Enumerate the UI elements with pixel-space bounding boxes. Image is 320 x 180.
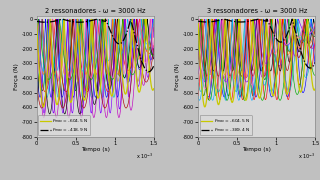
$F_{max}$ = -418.9 N — [84, 21, 88, 23]
$F_{max}$ = -604.5 N — [304, 44, 308, 46]
$F_{max}$ = -604.5 N — [84, 94, 88, 96]
$F_{max}$ = -418.9 N — [152, 65, 156, 67]
$F_{max}$ = -604.5 N — [310, 77, 314, 79]
$F_{max}$ = -604.5 N — [246, 86, 250, 88]
X-axis label: Tempo (s): Tempo (s) — [242, 147, 271, 152]
Title: 2 ressonadores - ω = 3000 Hz: 2 ressonadores - ω = 3000 Hz — [45, 8, 146, 14]
Legend: $F_{max}$ = -604.5 N, $F_{max}$ = -418.9 N: $F_{max}$ = -604.5 N, $F_{max}$ = -418.9… — [38, 115, 90, 136]
$F_{max}$ = -604.5 N — [91, 39, 94, 41]
$F_{max}$ = -389.4 N — [304, 63, 308, 65]
$F_{max}$ = -604.5 N — [142, 44, 146, 46]
$F_{max}$ = -604.5 N — [120, 68, 124, 70]
$F_{max}$ = -604.5 N — [223, 18, 227, 20]
$F_{max}$ = -418.9 N — [120, 41, 124, 44]
$F_{max}$ = -418.9 N — [85, 21, 89, 23]
$F_{max}$ = -418.9 N — [148, 70, 152, 72]
Y-axis label: Força (N): Força (N) — [175, 63, 180, 90]
Text: x 10$^{-3}$: x 10$^{-3}$ — [136, 151, 154, 161]
$F_{max}$ = -418.9 N — [91, 19, 94, 21]
$F_{max}$ = -604.5 N — [203, 106, 207, 108]
$F_{max}$ = -389.4 N — [252, 19, 256, 21]
$F_{max}$ = -604.5 N — [35, 22, 39, 25]
$F_{max}$ = -418.9 N — [95, 18, 99, 20]
$F_{max}$ = -604.5 N — [152, 87, 156, 90]
Y-axis label: Força (N): Força (N) — [14, 63, 19, 90]
Legend: $F_{max}$ = -604.5 N, $F_{max}$ = -389.4 N: $F_{max}$ = -604.5 N, $F_{max}$ = -389.4… — [200, 115, 252, 136]
$F_{max}$ = -389.4 N — [246, 20, 250, 22]
$F_{max}$ = -604.5 N — [196, 22, 200, 25]
$F_{max}$ = -604.5 N — [85, 86, 89, 88]
$F_{max}$ = -604.5 N — [148, 77, 152, 79]
$F_{max}$ = -389.4 N — [196, 20, 200, 22]
$F_{max}$ = -604.5 N — [42, 106, 45, 108]
$F_{max}$ = -418.9 N — [142, 66, 146, 69]
$F_{max}$ = -604.5 N — [281, 68, 285, 70]
$F_{max}$ = -418.9 N — [35, 20, 39, 22]
$F_{max}$ = -389.4 N — [256, 18, 260, 20]
Line: $F_{max}$ = -418.9 N: $F_{max}$ = -418.9 N — [37, 19, 154, 72]
$F_{max}$ = -418.9 N — [147, 71, 151, 73]
X-axis label: Tempo (s): Tempo (s) — [81, 147, 110, 152]
$F_{max}$ = -604.5 N — [245, 94, 249, 96]
$F_{max}$ = -389.4 N — [313, 61, 317, 64]
$F_{max}$ = -389.4 N — [281, 40, 285, 42]
$F_{max}$ = -389.4 N — [308, 67, 312, 69]
$F_{max}$ = -604.5 N — [313, 87, 317, 90]
$F_{max}$ = -604.5 N — [252, 39, 256, 41]
Line: $F_{max}$ = -604.5 N: $F_{max}$ = -604.5 N — [37, 19, 154, 107]
Line: $F_{max}$ = -389.4 N: $F_{max}$ = -389.4 N — [198, 19, 315, 68]
Line: $F_{max}$ = -604.5 N: $F_{max}$ = -604.5 N — [198, 19, 315, 107]
$F_{max}$ = -389.4 N — [245, 20, 249, 22]
$F_{max}$ = -604.5 N — [62, 18, 66, 20]
Text: x 10$^{-3}$: x 10$^{-3}$ — [298, 151, 315, 161]
Title: 3 ressonadores - ω = 3000 Hz: 3 ressonadores - ω = 3000 Hz — [206, 8, 307, 14]
$F_{max}$ = -389.4 N — [310, 66, 314, 69]
